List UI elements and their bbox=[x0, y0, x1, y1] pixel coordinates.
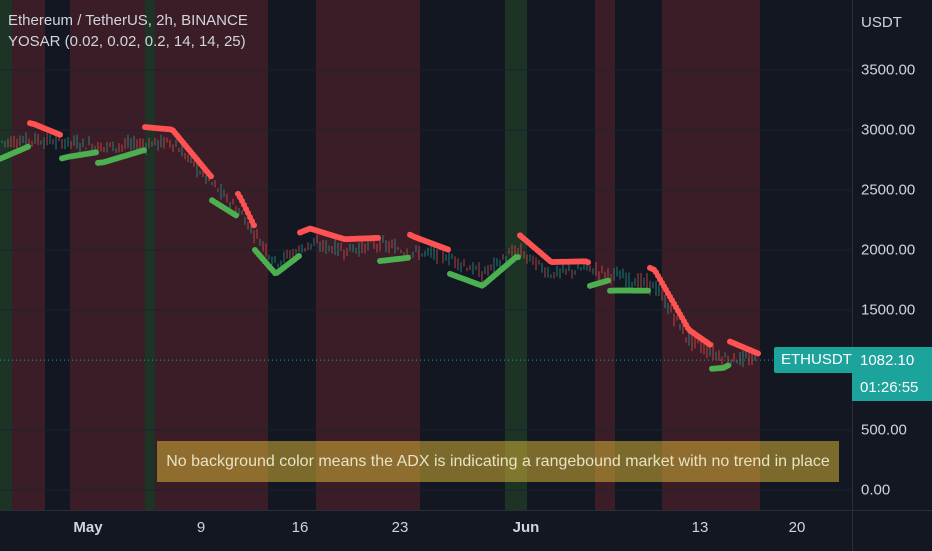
currency-unit-label: USDT bbox=[861, 14, 902, 31]
time-tick-label: 9 bbox=[196, 519, 206, 536]
annotation-box: No background color means the ADX is ind… bbox=[157, 441, 839, 482]
sar-dot-up bbox=[515, 254, 521, 261]
sar-dot-down bbox=[585, 259, 591, 266]
price-tick-label: 3000.00 bbox=[861, 121, 916, 139]
sar-dot-down bbox=[707, 341, 713, 348]
time-tick-label: 16 bbox=[291, 519, 309, 536]
time-tick-label: May bbox=[73, 519, 103, 536]
symbol-tag: ETHUSDT bbox=[774, 347, 852, 374]
sar-dot-down bbox=[251, 222, 257, 229]
axis-corner bbox=[852, 510, 932, 551]
regime-band-bear bbox=[12, 0, 45, 510]
price-tick-label: 0.00 bbox=[861, 481, 891, 499]
bar-countdown: 01:26:55 bbox=[860, 379, 919, 397]
regime-band-bear bbox=[316, 0, 420, 510]
sar-dot-down bbox=[445, 246, 451, 253]
sar-dot-up bbox=[296, 253, 302, 260]
sar-dot-up bbox=[93, 149, 99, 156]
sar-layer bbox=[0, 120, 761, 372]
price-axis[interactable]: USDT 3500.00 3000.00 2500.00 2000.00 1500.00… bbox=[852, 0, 932, 510]
sar-dot-up bbox=[25, 143, 31, 150]
sar-dot-up bbox=[141, 147, 147, 154]
symbol-title[interactable]: Ethereum / TetherUS, 2h, BINANCE bbox=[8, 12, 248, 29]
price-tick-label: 1500.00 bbox=[861, 301, 916, 319]
time-tick-label: 20 bbox=[788, 519, 806, 536]
regime-band-bear bbox=[662, 0, 760, 510]
last-price-tag: 1082.10 01:26:55 bbox=[852, 347, 932, 402]
sar-dot-up bbox=[605, 277, 611, 284]
time-tick-label: Jun bbox=[512, 519, 540, 536]
last-price-value: 1082.10 bbox=[860, 352, 915, 370]
time-tick-label: 13 bbox=[691, 519, 709, 536]
sar-dot-down bbox=[755, 350, 761, 357]
regime-band-bear bbox=[595, 0, 615, 510]
time-axis[interactable]: May 9 16 23 Jun 13 20 bbox=[0, 510, 852, 551]
grid-layer bbox=[0, 69, 852, 491]
time-tick-label: 23 bbox=[391, 519, 409, 536]
regime-background-layer bbox=[0, 0, 760, 510]
indicator-title[interactable]: YOSAR (0.02, 0.02, 0.2, 14, 14, 25) bbox=[8, 33, 246, 50]
price-chart[interactable] bbox=[0, 0, 852, 510]
sar-dot-up bbox=[645, 287, 651, 294]
sar-dot-up bbox=[725, 362, 731, 369]
regime-band-bull bbox=[0, 0, 12, 510]
sar-dot-up bbox=[233, 212, 239, 219]
sar-dot-down bbox=[208, 173, 214, 180]
chart-legend: Ethereum / TetherUS, 2h, BINANCE YOSAR (… bbox=[8, 10, 248, 52]
price-tick-label: 2000.00 bbox=[861, 241, 916, 259]
price-tick-label: 500.00 bbox=[861, 421, 907, 439]
price-tick-label: 3500.00 bbox=[861, 61, 916, 79]
regime-band-bull bbox=[145, 0, 155, 510]
chart-area[interactable]: Ethereum / TetherUS, 2h, BINANCE YOSAR (… bbox=[0, 0, 852, 510]
regime-band-bear bbox=[70, 0, 145, 510]
price-tick-label: 2500.00 bbox=[861, 181, 916, 199]
sar-dot-down bbox=[375, 234, 381, 241]
sar-dot-up bbox=[405, 254, 411, 261]
sar-dot-down bbox=[57, 131, 63, 138]
regime-band-bear bbox=[155, 0, 268, 510]
